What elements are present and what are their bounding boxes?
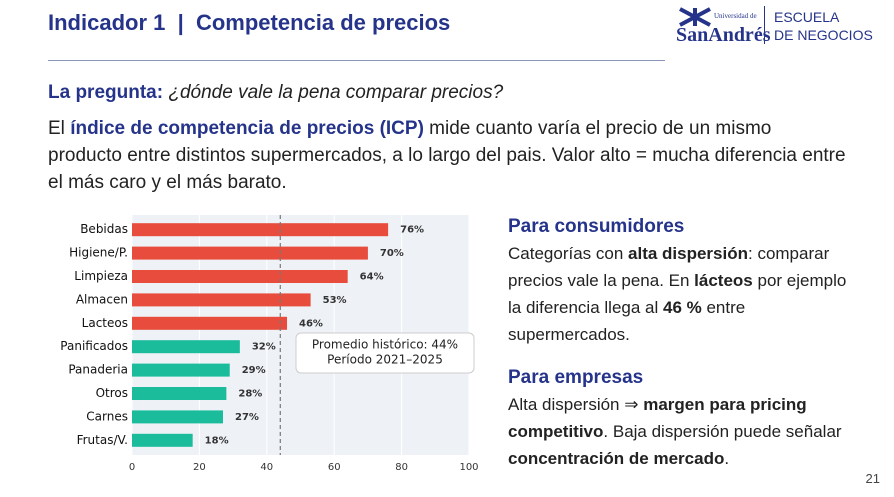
annotation-box [295,332,475,374]
bar [132,246,368,260]
text: por ejemplo la diferencia llega al [508,271,847,317]
y-tick-label: Otros [96,386,128,400]
bold-text: concentración de mercado [508,449,725,468]
title-main: Indicador 1 [48,10,166,35]
bar [132,316,288,330]
y-tick-label: Carnes [86,409,128,423]
consumers: Para consumidores Categorías con alta dis… [508,213,858,348]
value-label: 27% [235,412,259,423]
consumers-heading: Para consumidores [508,216,685,237]
y-tick-label: Higiene/P. [69,246,128,260]
title-rule [48,60,665,61]
title-separator: | [177,10,184,35]
question: La pregunta: ¿dónde vale la pena compara… [48,82,503,104]
question-label: La pregunta: [48,82,164,103]
annotation: Período 2021–2025 [327,353,443,367]
text: Categorías con [508,244,629,263]
value-label: 29% [242,365,266,376]
bar [132,223,389,237]
annotation: Promedio histórico: 44% [312,338,458,352]
bold-text: 46 % [662,298,702,317]
companies-heading: Para empresas [508,367,644,388]
logo-school-1: ESCUELA [774,9,840,25]
bold-text: margen para pricing competitivo [508,395,807,441]
y-tick-label: Panificados [60,339,128,353]
value-label: 53% [323,295,347,306]
value-label: 32% [252,342,276,353]
logo-divider [764,6,765,44]
x-tick-label: 100 [459,462,478,472]
logo-icon [679,7,711,27]
bold-text: alta dispersión [628,244,748,263]
x-tick-label: 60 [328,462,341,472]
y-tick-label: Lacteos [82,316,128,330]
y-tick-label: Almacen [76,292,128,306]
title-sub: Competencia de precios [195,10,451,35]
intro: El índice de competencia de precios (ICP… [48,115,848,196]
value-label: 18% [205,435,229,446]
text: entre supermercados. [508,298,746,344]
text: . [724,449,730,468]
value-label: 28% [238,389,262,400]
text: : comparar precios vale la pena. En [508,244,830,290]
x-tick-label: 80 [395,462,408,472]
text: mide cuanto varía el precio de un mismo … [48,118,846,193]
bar [132,340,240,354]
bold-text: lácteos [694,271,753,290]
logo-small: Universidad de [714,12,757,20]
y-tick-label: Frutas/V. [77,433,128,447]
value-label: 46% [299,318,323,329]
logo-school-2: DE NEGOCIOS [774,27,873,43]
text: . Baja dispersión puede señalar [603,422,842,441]
companies-body: Alta dispersión ⇒ margen para pricing co… [508,391,858,472]
logo-school: ESCUELA DE NEGOCIOS [774,8,873,44]
logo: Universidad de SanAndrés ESCUELA DE NEGOC… [676,6,886,46]
bar [132,293,311,307]
bold-text: índice de competencia de precios (ICP) [70,118,424,139]
text: El [48,118,71,139]
title: Indicador 1 | Competencia de precios [48,10,450,36]
question-text: ¿dónde vale la pena comparar precios? [168,82,504,103]
bar [132,270,348,283]
consumers-body: Categorías con alta dispersión: comparar… [508,240,858,348]
value-label: 64% [360,272,384,283]
value-label: 76% [400,225,424,236]
text: Alta dispersión ⇒ [508,395,644,414]
bar [132,433,193,447]
x-tick-label: 20 [193,462,206,472]
bar [132,410,223,424]
logo-name: SanAndrés [676,24,771,46]
value-label: 70% [380,248,404,259]
x-tick-label: 40 [260,462,273,472]
bar [132,387,227,400]
bar [132,363,230,377]
x-tick-label: 0 [129,462,135,472]
page-number: 21 [865,471,880,486]
y-tick-label: Limpieza [74,269,128,283]
companies: Para empresas Alta dispersión ⇒ margen pa… [508,364,858,472]
y-tick-label: Panaderia [68,363,128,377]
y-tick-label: Bebidas [80,222,128,236]
chart: 0 20 40 60 80 100 Bebidas 76% Higiene/P. 70% Limpi… [60,215,479,472]
